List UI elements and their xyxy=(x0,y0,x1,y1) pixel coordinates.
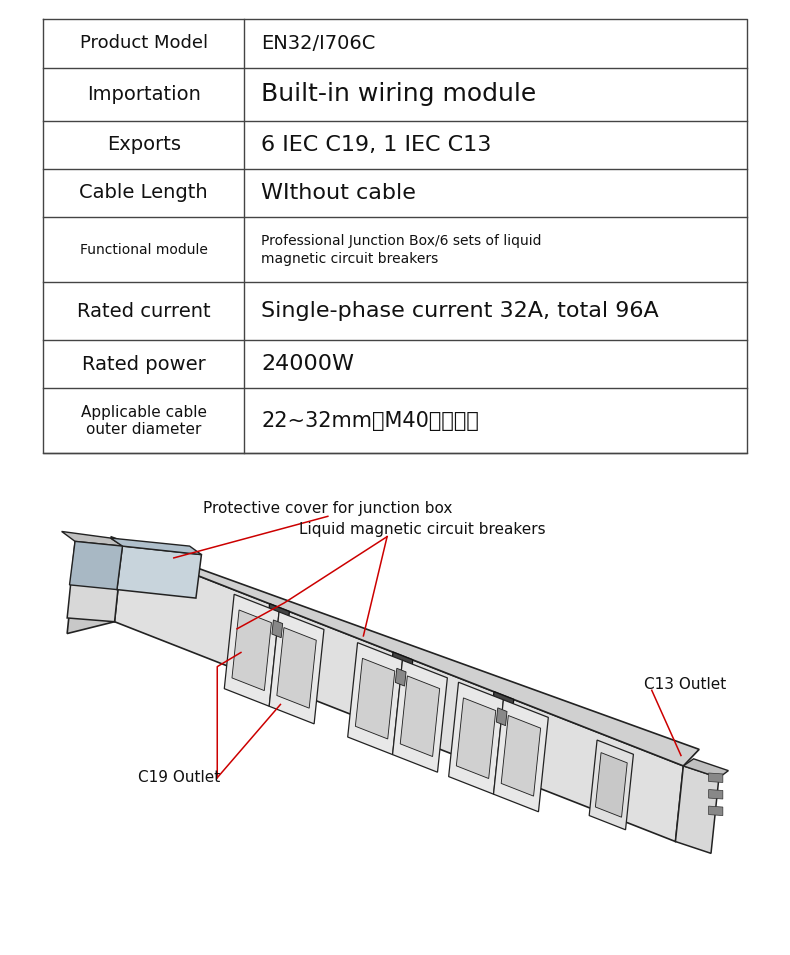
Text: Functional module: Functional module xyxy=(80,243,208,257)
Text: Product Model: Product Model xyxy=(80,34,208,53)
Polygon shape xyxy=(457,698,496,778)
Text: Exports: Exports xyxy=(107,136,181,154)
Text: Rated current: Rated current xyxy=(77,302,210,321)
Polygon shape xyxy=(389,652,413,702)
Text: Single-phase current 32A, total 96A: Single-phase current 32A, total 96A xyxy=(261,301,659,321)
Polygon shape xyxy=(111,538,201,555)
Polygon shape xyxy=(683,759,728,777)
Polygon shape xyxy=(675,766,719,854)
Text: Built-in wiring module: Built-in wiring module xyxy=(261,82,536,106)
Text: Applicable cable
outer diameter: Applicable cable outer diameter xyxy=(81,405,207,437)
Text: Rated power: Rated power xyxy=(82,354,205,373)
Polygon shape xyxy=(393,660,447,773)
Polygon shape xyxy=(709,806,723,816)
Polygon shape xyxy=(67,541,122,622)
Polygon shape xyxy=(77,547,93,555)
Text: WIthout cable: WIthout cable xyxy=(261,183,416,202)
Text: C13 Outlet: C13 Outlet xyxy=(644,677,726,692)
Polygon shape xyxy=(111,537,699,766)
Text: Importation: Importation xyxy=(87,85,201,103)
Polygon shape xyxy=(709,773,723,782)
Polygon shape xyxy=(265,604,289,654)
Polygon shape xyxy=(449,682,503,795)
Text: Protective cover for junction box: Protective cover for junction box xyxy=(203,501,453,517)
Polygon shape xyxy=(232,610,272,690)
Polygon shape xyxy=(401,676,440,756)
Polygon shape xyxy=(490,691,514,742)
Polygon shape xyxy=(115,546,683,841)
Text: Liquid magnetic circuit breakers: Liquid magnetic circuit breakers xyxy=(299,521,546,537)
Text: C19 Outlet: C19 Outlet xyxy=(138,771,220,785)
Text: 22~32mm（M40格兰头）: 22~32mm（M40格兰头） xyxy=(261,411,479,431)
Polygon shape xyxy=(272,620,283,638)
Polygon shape xyxy=(62,531,122,546)
Polygon shape xyxy=(70,541,122,589)
Text: Cable Length: Cable Length xyxy=(79,183,208,202)
Polygon shape xyxy=(77,562,93,569)
Polygon shape xyxy=(356,658,395,739)
Text: 24000W: 24000W xyxy=(261,354,354,374)
Polygon shape xyxy=(77,578,93,585)
Polygon shape xyxy=(589,740,634,830)
Polygon shape xyxy=(224,594,279,707)
Polygon shape xyxy=(395,668,406,686)
Polygon shape xyxy=(494,700,548,812)
Polygon shape xyxy=(596,753,627,817)
Polygon shape xyxy=(496,708,507,726)
Polygon shape xyxy=(67,546,122,633)
Polygon shape xyxy=(269,612,324,724)
Polygon shape xyxy=(117,546,201,598)
Polygon shape xyxy=(348,643,402,754)
Text: EN32/I706C: EN32/I706C xyxy=(261,34,375,53)
Polygon shape xyxy=(276,627,316,709)
Polygon shape xyxy=(501,715,540,796)
Text: Professional Junction Box/6 sets of liquid
magnetic circuit breakers: Professional Junction Box/6 sets of liqu… xyxy=(261,234,542,265)
Text: 6 IEC C19, 1 IEC C13: 6 IEC C19, 1 IEC C13 xyxy=(261,135,491,155)
Polygon shape xyxy=(709,790,723,799)
